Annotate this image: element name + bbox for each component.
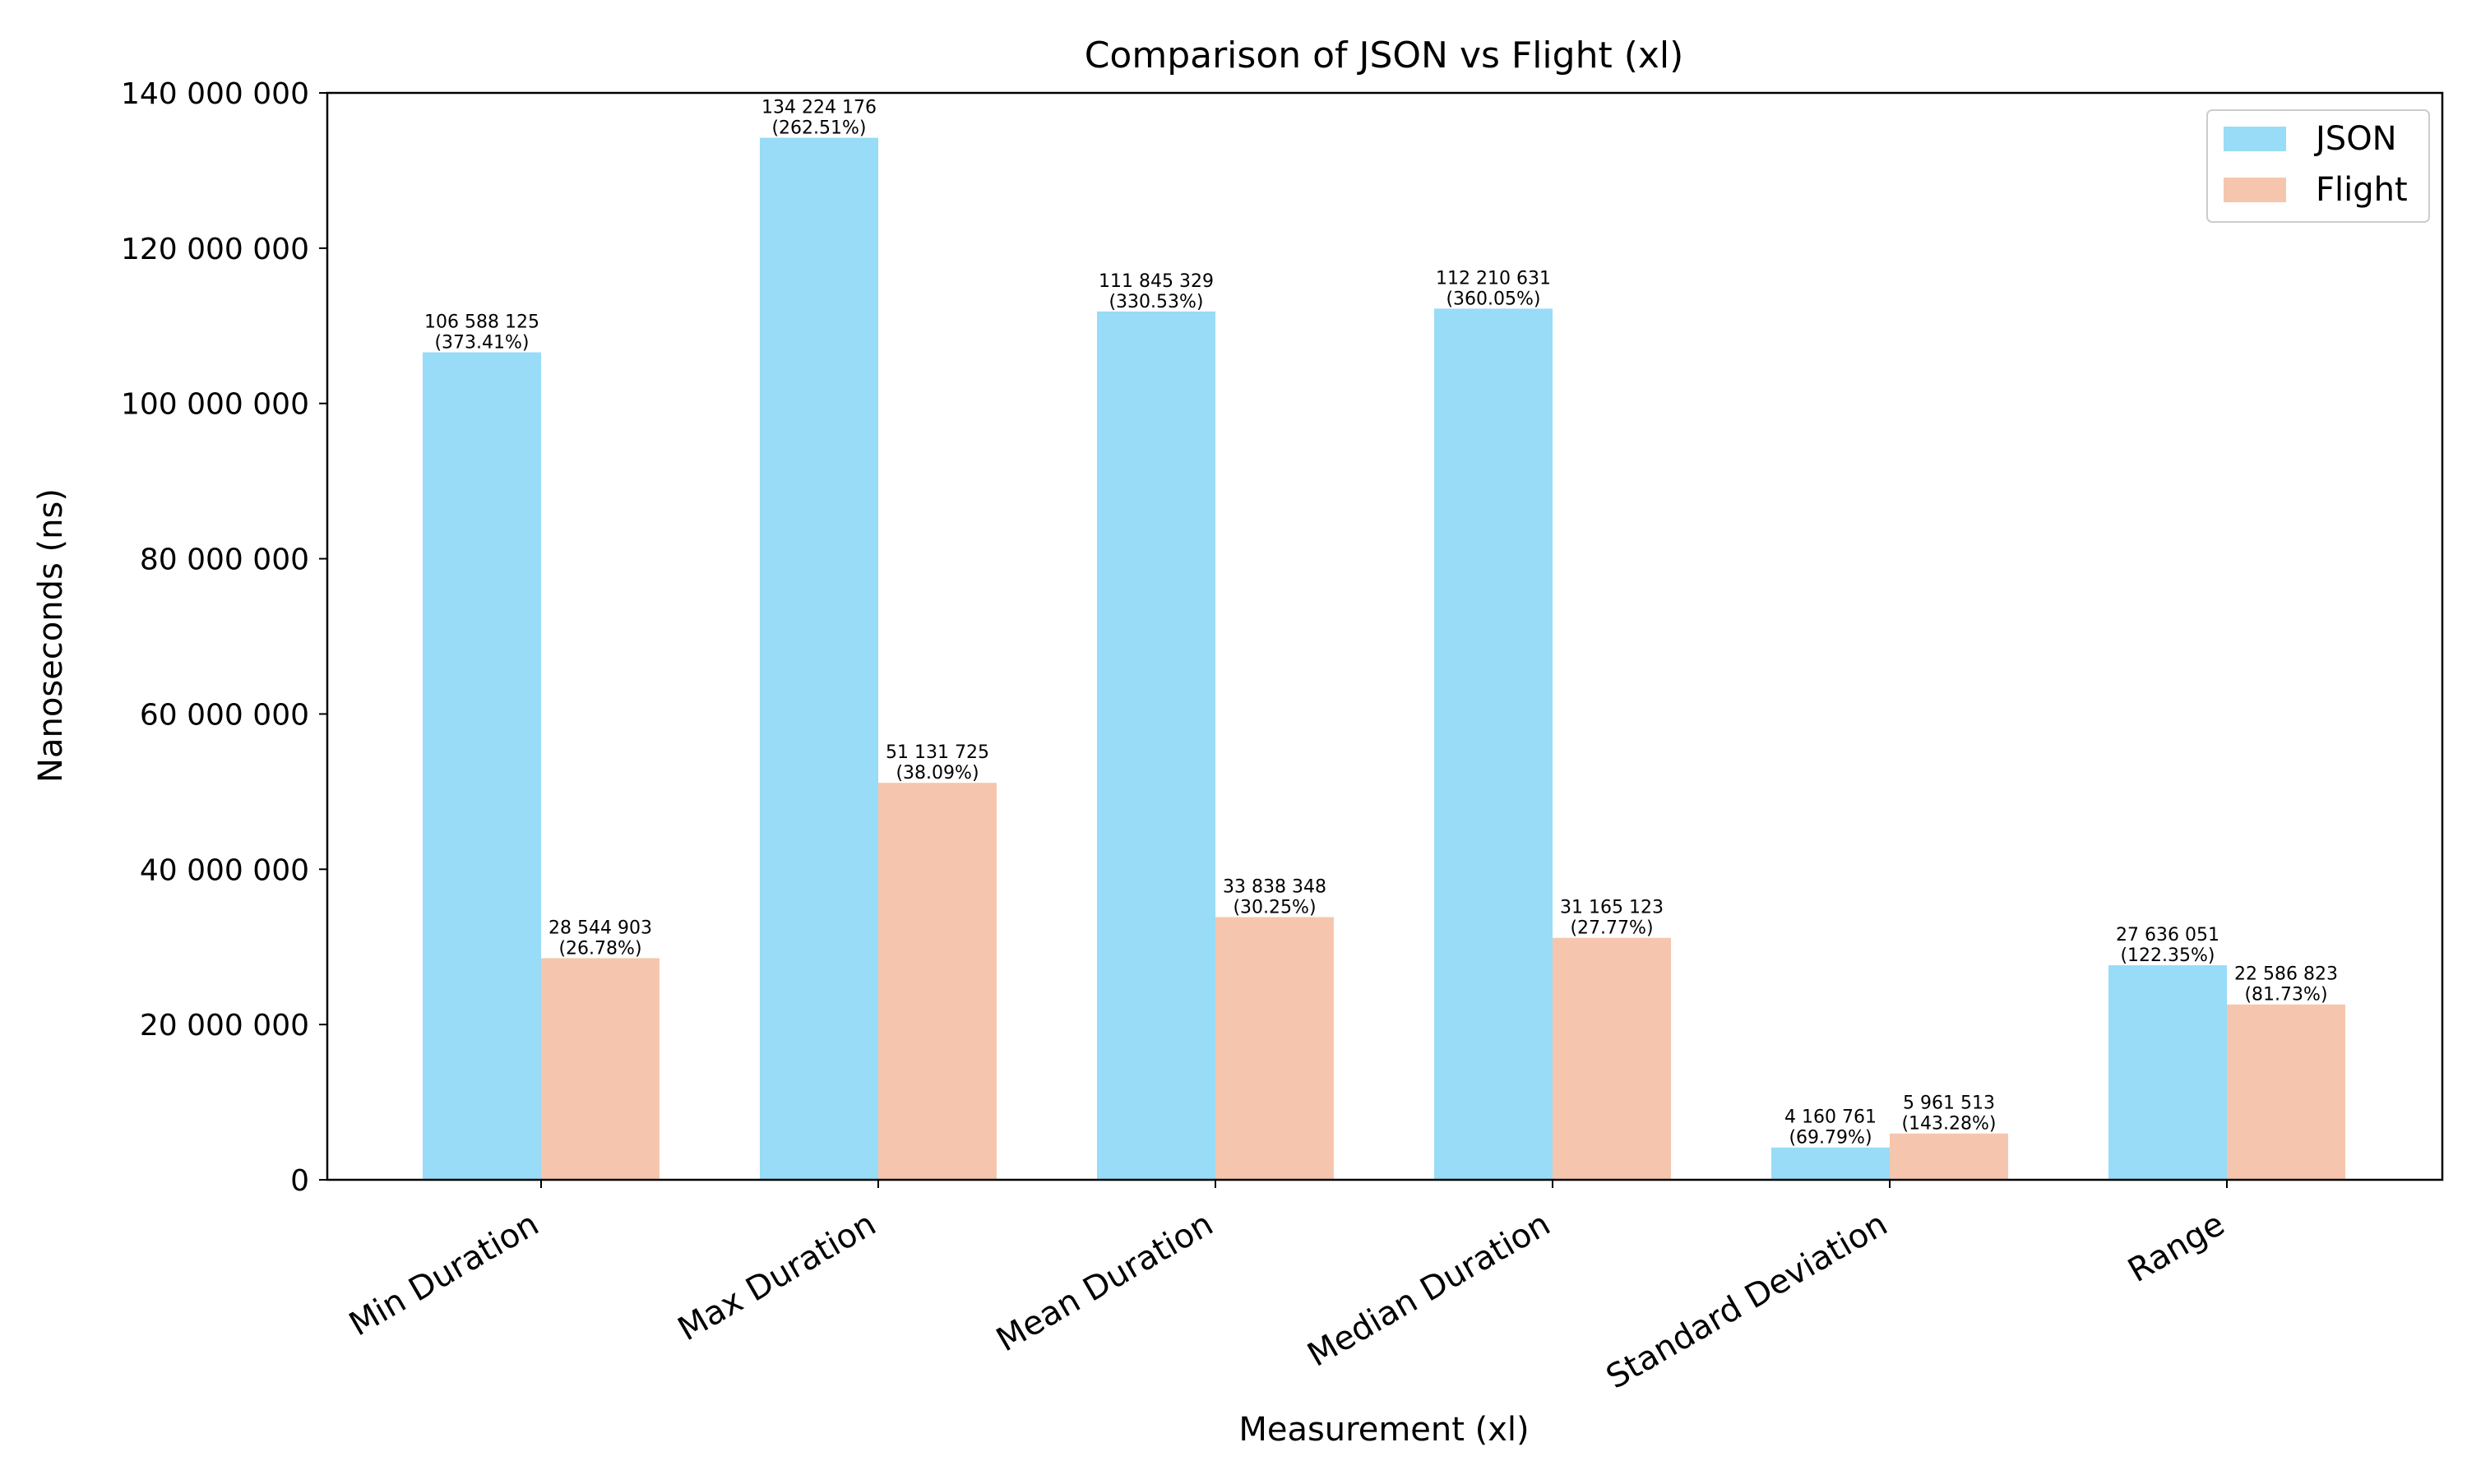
legend-swatch-json — [2224, 127, 2286, 151]
bar-percent-label: (38.09%) — [896, 763, 979, 784]
bar-flight-1 — [878, 783, 997, 1180]
bar-percent-label: (30.25%) — [1233, 897, 1316, 918]
y-tick-label: 40 000 000 — [140, 853, 309, 887]
bar-json-3 — [1434, 308, 1553, 1180]
legend: JSON Flight — [2207, 110, 2429, 222]
bar-percent-label: (122.35%) — [2120, 945, 2215, 966]
bar-value-label: 31 165 123 — [1560, 898, 1664, 918]
bar-value-label: 27 636 051 — [2116, 925, 2219, 945]
y-tick-label: 60 000 000 — [140, 698, 309, 732]
y-tick-label: 100 000 000 — [121, 388, 309, 422]
y-tick-label: 140 000 000 — [121, 77, 309, 111]
bar-json-2 — [1097, 312, 1215, 1180]
bar-value-label: 22 586 823 — [2234, 964, 2338, 985]
bar-value-label: 106 588 125 — [424, 312, 539, 333]
bar-value-label: 111 845 329 — [1099, 271, 1214, 292]
x-axis-label: Measurement (xl) — [1238, 1411, 1529, 1449]
bar-value-label: 4 160 761 — [1784, 1107, 1877, 1128]
x-tick-label: Max Duration — [672, 1205, 882, 1348]
bar-percent-label: (69.79%) — [1789, 1128, 1872, 1149]
bar-value-label: 33 838 348 — [1223, 876, 1326, 897]
bar-flight-5 — [2227, 1005, 2345, 1180]
bar-json-5 — [2108, 965, 2227, 1180]
bar-percent-label: (27.77%) — [1570, 918, 1653, 939]
bar-flight-4 — [1890, 1134, 2008, 1180]
bar-value-label: 51 131 725 — [886, 742, 989, 763]
x-tick-label: Range — [2122, 1205, 2231, 1290]
bar-json-0 — [423, 353, 541, 1180]
legend-label-json: JSON — [2313, 120, 2397, 158]
y-tick-label: 20 000 000 — [140, 1009, 309, 1042]
legend-swatch-flight — [2224, 178, 2286, 202]
bar-flight-0 — [541, 958, 660, 1180]
x-tick-label: Min Duration — [343, 1205, 545, 1344]
x-tick-label: Mean Duration — [990, 1205, 1220, 1360]
bar-percent-label: (262.51%) — [771, 118, 866, 139]
bar-percent-label: (26.78%) — [558, 938, 641, 959]
x-tick-label: Median Duration — [1302, 1205, 1557, 1375]
bar-percent-label: (330.53%) — [1109, 292, 1203, 312]
bar-percent-label: (360.05%) — [1446, 289, 1540, 309]
bar-value-label: 134 224 176 — [761, 98, 877, 118]
y-axis-label: Nanoseconds (ns) — [32, 488, 70, 783]
x-tick-label: Standard Deviation — [1600, 1205, 1894, 1397]
bar-value-label: 5 961 513 — [1903, 1093, 1995, 1114]
bar-percent-label: (373.41%) — [434, 333, 529, 354]
bar-flight-2 — [1215, 917, 1334, 1180]
bar-value-label: 28 544 903 — [548, 918, 652, 938]
y-tick-label: 80 000 000 — [140, 543, 309, 577]
bar-flight-3 — [1553, 938, 1671, 1180]
bar-json-4 — [1771, 1148, 1890, 1180]
bar-json-1 — [760, 138, 878, 1180]
y-tick-label: 0 — [290, 1164, 309, 1198]
y-tick-label: 120 000 000 — [121, 233, 309, 266]
bar-percent-label: (81.73%) — [2244, 985, 2327, 1006]
legend-label-flight: Flight — [2316, 171, 2408, 209]
chart-title: Comparison of JSON vs Flight (xl) — [1085, 35, 1684, 76]
bar-labels-layer: 106 588 125(373.41%) 134 224 176(262.51%)… — [424, 98, 2338, 1149]
bars-layer — [423, 138, 2345, 1180]
bar-value-label: 112 210 631 — [1436, 268, 1551, 289]
bar-percent-label: (143.28%) — [1901, 1114, 1996, 1135]
